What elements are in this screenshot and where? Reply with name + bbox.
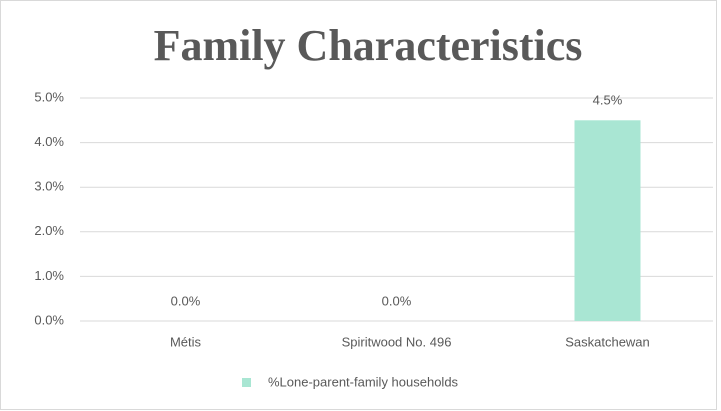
x-tick-label: Spiritwood No. 496 — [342, 334, 452, 349]
y-tick-label: 4.0% — [34, 134, 64, 149]
x-tick-label: Métis — [170, 334, 202, 349]
data-label: 0.0% — [171, 293, 201, 308]
y-tick-label: 5.0% — [34, 89, 64, 104]
bar — [574, 120, 641, 321]
y-tick-label: 1.0% — [34, 268, 64, 283]
chart-title: Family Characteristics — [154, 21, 583, 70]
data-label: 4.5% — [593, 93, 623, 108]
y-tick-label: 0.0% — [34, 312, 64, 327]
legend-swatch — [242, 378, 251, 387]
x-tick-label: Saskatchewan — [565, 334, 650, 349]
y-tick-label: 2.0% — [34, 223, 64, 238]
y-tick-label: 3.0% — [34, 179, 64, 194]
legend-label: %Lone-parent-family households — [268, 374, 459, 389]
data-label: 0.0% — [382, 293, 412, 308]
